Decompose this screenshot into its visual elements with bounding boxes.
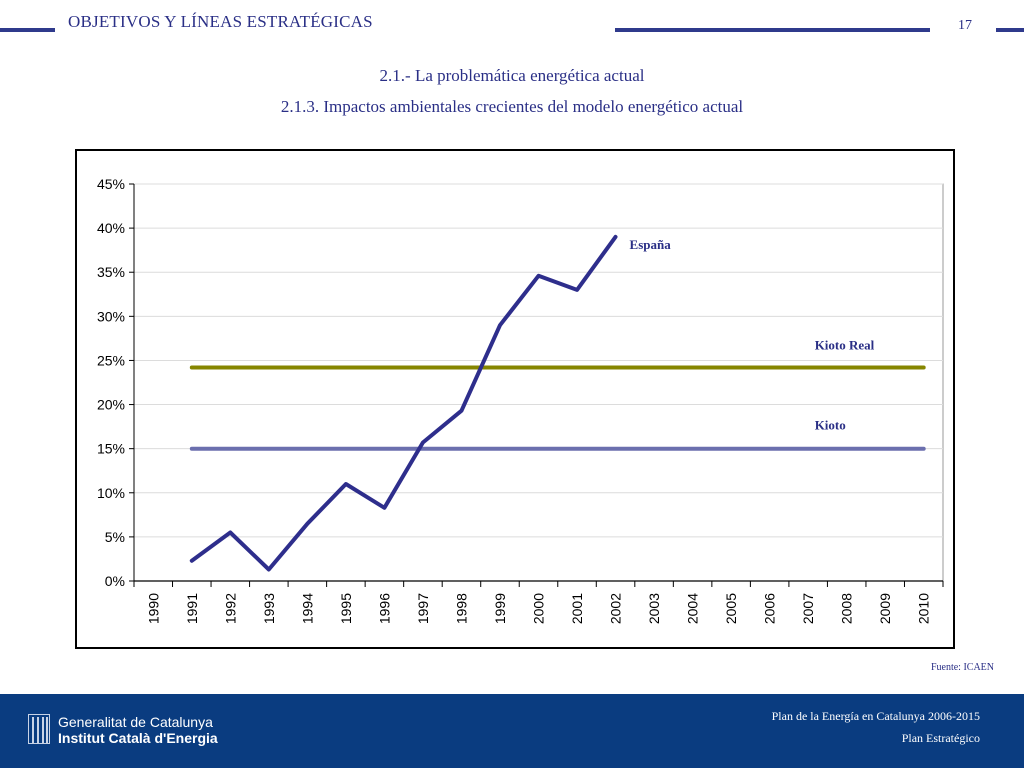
- x-tick-label: 2008: [839, 593, 855, 624]
- footer-plan-line-1: Plan de la Energía en Catalunya 2006-201…: [771, 709, 980, 723]
- footer-bar: Generalitat de Catalunya Institut Català…: [0, 694, 1024, 768]
- x-tick-label: 2010: [916, 593, 932, 624]
- footer-plan-line-2: Plan Estratégico: [901, 731, 980, 745]
- y-tick-label: 15%: [97, 441, 125, 457]
- x-tick-label: 2006: [762, 593, 778, 624]
- x-tick-label: 1996: [376, 593, 392, 624]
- x-tick-label: 2002: [608, 593, 624, 624]
- source-note: Fuente: ICAEN: [930, 662, 994, 673]
- y-tick-label: 40%: [97, 220, 125, 236]
- x-tick-label: 2007: [800, 593, 816, 624]
- y-tick-label: 10%: [97, 485, 125, 501]
- x-tick-label: 2003: [646, 593, 662, 624]
- footer-plan: Plan de la Energía en Catalunya 2006-201…: [772, 706, 980, 748]
- header-rule-far-right: [996, 28, 1024, 32]
- x-tick-label: 1994: [299, 593, 315, 624]
- chart-frame: 0% 5% 10% 15% 20% 25% 30% 35% 40% 45% 1990 1991 1992…: [75, 149, 955, 649]
- x-tick-label: 2001: [569, 593, 585, 624]
- subtitle-line-1: 2.1.- La problemática energética actual: [379, 66, 645, 85]
- x-tick-label: 2004: [685, 593, 701, 624]
- y-tick-label: 20%: [97, 397, 125, 413]
- series-label: Kioto: [815, 418, 846, 433]
- x-tick-label: 1992: [222, 593, 238, 624]
- generalitat-logo-icon: [28, 714, 50, 744]
- footer-org-line-1: Generalitat de Catalunya: [58, 714, 213, 730]
- subtitle-line-2: 2.1.3. Impactos ambientales crecientes d…: [280, 97, 744, 116]
- y-tick-label: 5%: [105, 529, 125, 545]
- y-tick-label: 45%: [97, 176, 125, 192]
- x-tick-label: 1990: [145, 593, 161, 624]
- x-tick-label: 1991: [184, 593, 200, 624]
- x-tick-label: 2005: [723, 593, 739, 624]
- y-tick-label: 35%: [97, 264, 125, 280]
- y-tick-label: 30%: [97, 308, 125, 324]
- plot-area: [133, 183, 944, 582]
- section-title: OBJETIVOS Y LÍNEAS ESTRATÉGICAS: [68, 12, 373, 31]
- x-tick-label: 1997: [415, 593, 431, 624]
- footer-organization: Generalitat de Catalunya Institut Català…: [58, 714, 218, 746]
- x-tick-label: 1998: [453, 593, 469, 624]
- x-tick-label: 2009: [877, 593, 893, 624]
- header-rule-left: [0, 28, 55, 32]
- y-tick-label: 25%: [97, 352, 125, 368]
- x-tick-label: 1993: [261, 593, 277, 624]
- series-label: Kioto Real: [815, 338, 875, 353]
- footer-org-line-2: Institut Català d'Energia: [58, 730, 218, 746]
- series-line-espana: [189, 234, 618, 572]
- y-tick-label: 0%: [105, 573, 125, 589]
- x-tick-label: 1999: [492, 593, 508, 624]
- line-chart: 0% 5% 10% 15% 20% 25% 30% 35% 40% 45% 1990 1991 1992…: [97, 176, 944, 624]
- series-label: España: [630, 237, 672, 252]
- header-rule-right: [615, 28, 930, 32]
- x-tick-label: 2000: [531, 593, 547, 624]
- page-number: 17: [958, 18, 972, 33]
- x-tick-label: 1995: [338, 593, 354, 624]
